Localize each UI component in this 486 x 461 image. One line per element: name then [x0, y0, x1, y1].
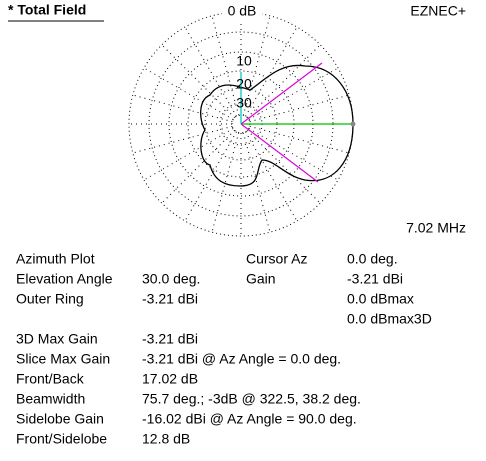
- grid-spoke: [247, 130, 321, 204]
- pattern-curve: [200, 64, 354, 187]
- grid-spoke: [211, 15, 240, 116]
- info-value: 17.02 dB: [142, 371, 198, 387]
- grid-spoke: [248, 128, 339, 181]
- grid-spoke: [242, 132, 271, 233]
- info-label: Cursor Az: [246, 251, 307, 267]
- info-value: -3.21 dBi @ Az Angle = 0.0 deg.: [142, 351, 341, 367]
- title: * Total Field: [8, 2, 86, 18]
- grid-spoke: [184, 26, 237, 117]
- info-label: 3D Max Gain: [16, 331, 98, 347]
- beamwidth-line: [240, 62, 323, 125]
- program-name: EZNEC+: [410, 3, 466, 19]
- grid-spoke: [249, 125, 350, 154]
- ring-label: 10: [236, 53, 252, 69]
- grid-spoke: [132, 125, 233, 154]
- info-label: Azimuth Plot: [16, 251, 95, 267]
- grid-spoke: [249, 94, 350, 123]
- info-label: Front/Sidelobe: [16, 431, 107, 447]
- info-value: -3.21 dBi: [142, 291, 198, 307]
- info-label: Slice Max Gain: [16, 351, 110, 367]
- grid-spoke: [143, 128, 234, 181]
- info-label: Sidelobe Gain: [16, 411, 104, 427]
- info-label: Gain: [246, 271, 276, 287]
- ring-label: 30: [236, 95, 252, 111]
- info-value: -16.02 dBi @ Az Angle = 90.0 deg.: [142, 411, 357, 427]
- info-value: 0.0 deg.: [347, 251, 398, 267]
- info-label: Outer Ring: [16, 291, 84, 307]
- grid-spoke: [161, 44, 235, 118]
- info-value: 0.0 dBmax: [347, 291, 414, 307]
- grid-spoke: [248, 67, 339, 120]
- frequency: 7.02 MHz: [406, 220, 466, 236]
- ring-label: 0 dB: [228, 3, 257, 19]
- grid-spoke: [211, 132, 240, 233]
- cursor-dot: [350, 121, 356, 127]
- grid-spoke: [242, 15, 271, 116]
- info-label: Front/Back: [16, 371, 85, 387]
- info-value: 12.8 dB: [142, 431, 190, 447]
- info-value: -3.21 dBi: [347, 271, 403, 287]
- info-value: 75.7 deg.; -3dB @ 322.5, 38.2 deg.: [142, 391, 361, 407]
- grid-spoke: [184, 131, 237, 222]
- info-label: Beamwidth: [16, 391, 85, 407]
- label-backing: [222, 4, 262, 20]
- grid-spoke: [247, 44, 321, 118]
- grid-spoke: [245, 131, 298, 222]
- grid-spoke: [245, 26, 298, 117]
- grid-spoke: [132, 94, 233, 123]
- beamwidth-line: [240, 123, 319, 183]
- info-value: -3.21 dBi: [142, 331, 198, 347]
- grid-spoke: [161, 130, 235, 204]
- info-label: Elevation Angle: [16, 271, 113, 287]
- info-panel: Azimuth Plot Elevation Angle 30.0 deg. Oute…: [16, 251, 432, 447]
- grid-spoke: [143, 67, 234, 120]
- info-value: 0.0 dBmax3D: [347, 311, 432, 327]
- info-value: 30.0 deg.: [142, 271, 200, 287]
- ring-label: 20: [236, 76, 252, 92]
